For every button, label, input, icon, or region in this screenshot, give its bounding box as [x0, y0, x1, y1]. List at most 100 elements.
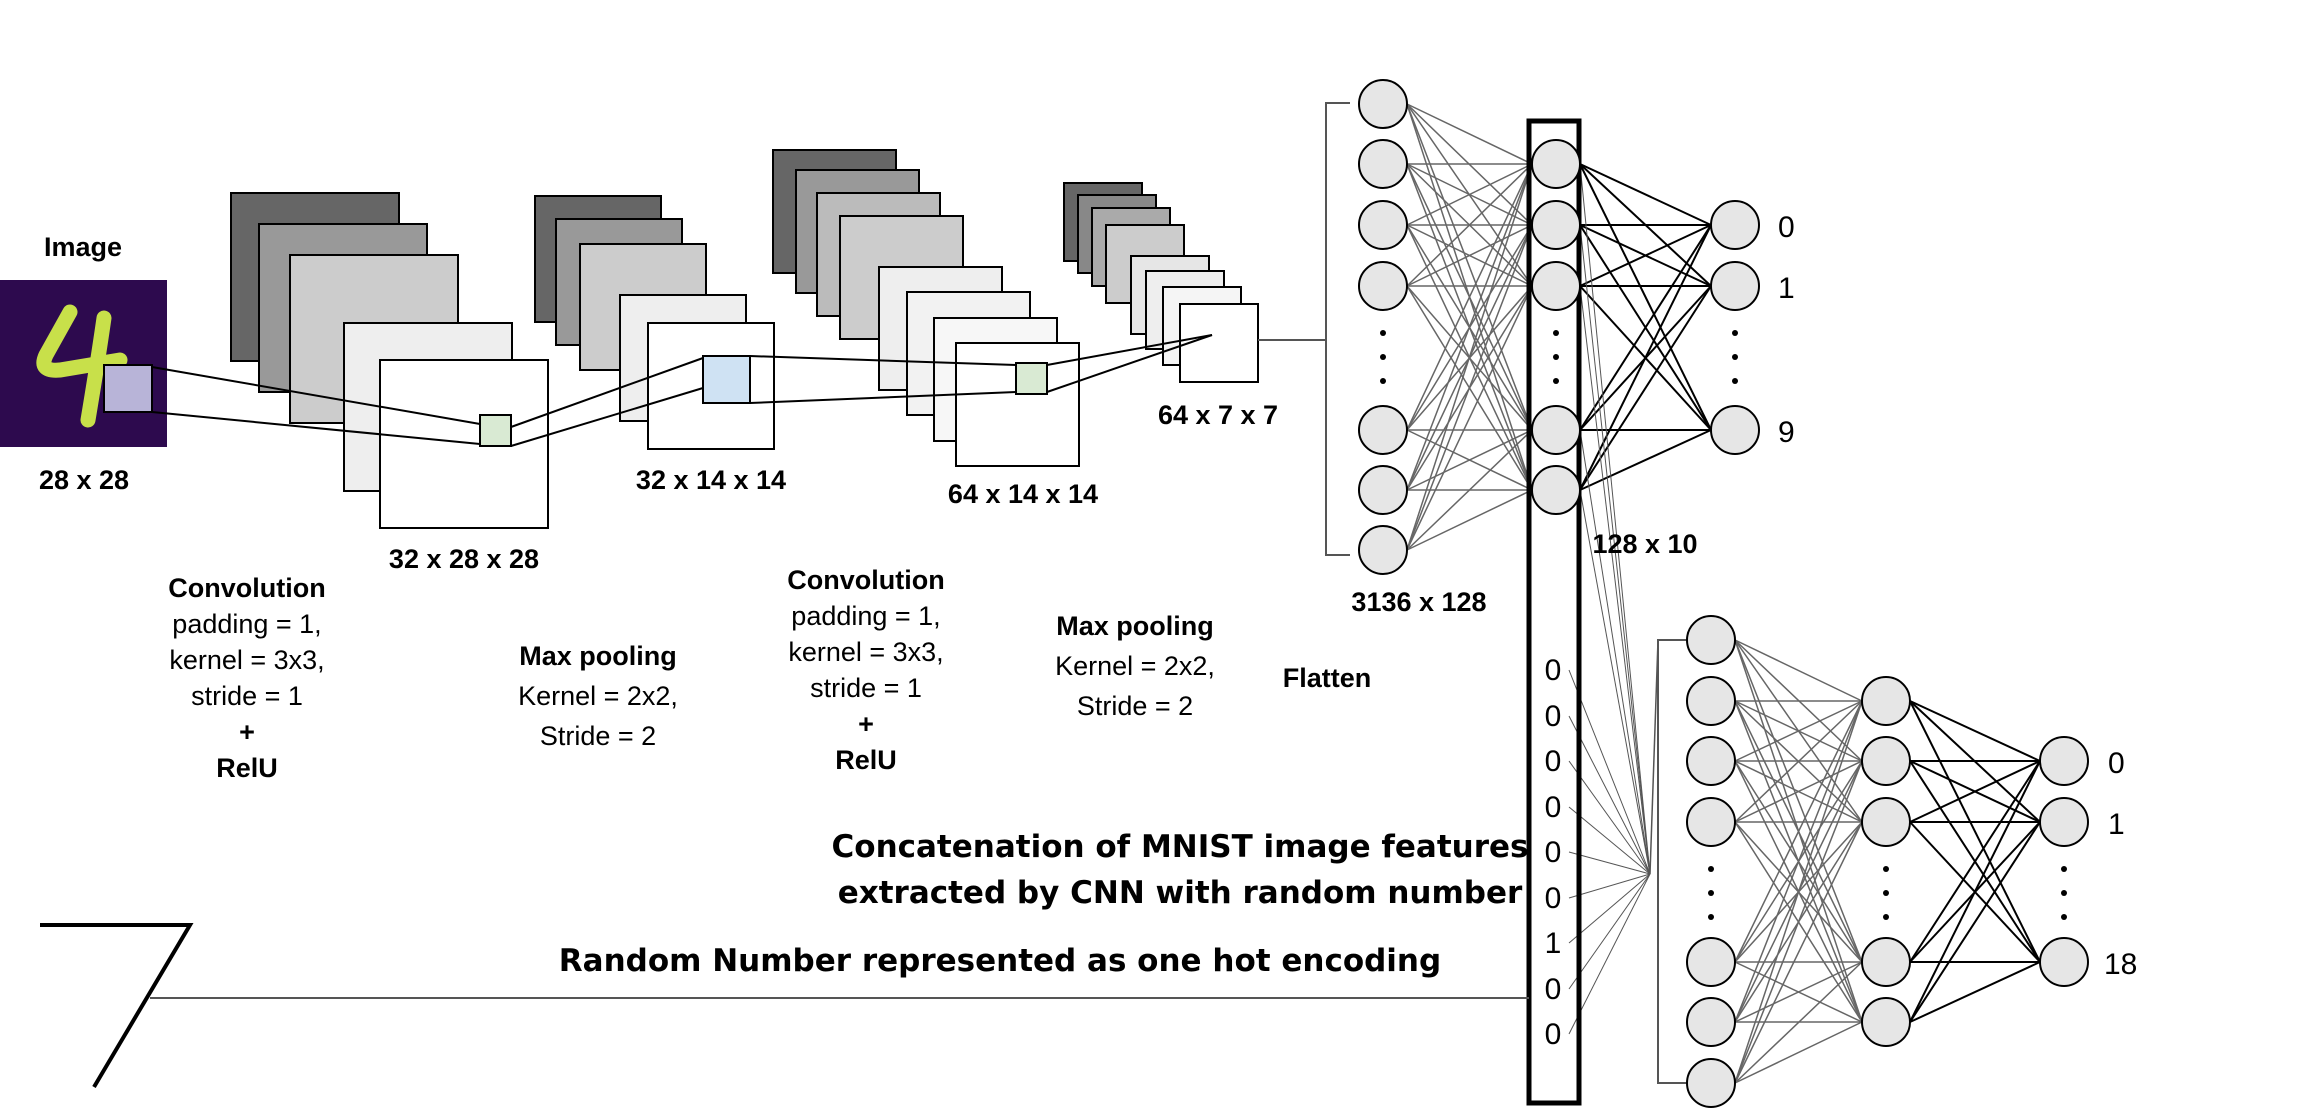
op-conv2-label: Convolution padding = 1, kernel = 3x3, s… — [787, 565, 944, 775]
connection-edge — [1734, 760, 1863, 823]
connection-edge — [1568, 851, 1651, 875]
one-hot-digit: 0 — [1545, 973, 1562, 1006]
connection-edge — [1734, 700, 1863, 963]
connection-edge — [1406, 163, 1533, 287]
output-top-node — [1710, 405, 1760, 455]
hidden-node — [1531, 405, 1581, 455]
op-conv2-line: padding = 1, — [791, 601, 940, 631]
connection-edge — [1568, 806, 1651, 875]
input-digit-glyph — [36, 304, 128, 428]
one-hot-digit: 0 — [1545, 700, 1562, 733]
one-hot-digit: 0 — [1545, 1018, 1562, 1051]
connection-edge — [1568, 715, 1651, 875]
bottom-input-node — [1686, 797, 1736, 847]
output-top-label: 0 — [1778, 211, 1795, 244]
ellipsis-dots — [1380, 330, 2067, 920]
output-top-label: 9 — [1778, 416, 1795, 449]
connection-edge — [1734, 821, 1863, 1084]
one-hot-digit: 1 — [1545, 927, 1562, 960]
connection-edge — [1579, 429, 1712, 491]
connection-edge — [1734, 639, 1863, 702]
random-number-caption: Random Number represented as one hot enc… — [559, 943, 1441, 979]
image-size-label: 28 x 28 — [39, 465, 129, 495]
flatten-node — [1358, 465, 1408, 515]
op-pool2-line: Stride = 2 — [1077, 691, 1193, 721]
connection-edge — [1579, 224, 1712, 287]
flatten-node — [1358, 79, 1408, 129]
connection-edge — [1406, 489, 1533, 551]
connection-edge — [1579, 285, 1651, 875]
op-conv2-line: RelU — [835, 745, 897, 775]
bottom-hidden-node — [1861, 797, 1911, 847]
op-conv1-line: RelU — [216, 753, 278, 783]
conv2-feature-stack — [772, 149, 1080, 467]
connection-edge — [1406, 163, 1533, 431]
op-conv1-line: kernel = 3x3, — [169, 645, 324, 675]
receptive-field-lines — [151, 334, 1213, 447]
connection-edge — [1734, 760, 1863, 1084]
output-bottom-label: 0 — [2108, 747, 2125, 780]
connection-edge — [1406, 103, 1533, 431]
connection-edge — [1909, 821, 2041, 1023]
op-pool2-label: Max pooling Kernel = 2x2, Stride = 2 — [1055, 611, 1215, 721]
op-pool2-line: Kernel = 2x2, — [1055, 651, 1215, 681]
bottom-hidden-node — [1861, 736, 1911, 786]
op-conv2-line: stride = 1 — [810, 673, 922, 703]
image-title: Image — [44, 232, 122, 262]
output-bottom-node — [2039, 797, 2089, 847]
connection-edge — [1579, 163, 1712, 226]
connection-edge — [1649, 639, 1659, 875]
fc2-size-label: 128 x 10 — [1592, 529, 1697, 559]
connection-edge — [1568, 873, 1651, 944]
network-connections — [1406, 103, 2041, 1084]
conv2-size-label: 64 x 14 x 14 — [948, 479, 1098, 509]
hidden-node — [1531, 200, 1581, 250]
op-pool1-line: Kernel = 2x2, — [518, 681, 678, 711]
output-bottom-node — [2039, 736, 2089, 786]
connection-edge — [1909, 760, 2041, 1023]
bottom-input-node — [1686, 736, 1736, 786]
conv1-size-label: 32 x 28 x 28 — [389, 544, 539, 574]
flatten-bracket — [1258, 102, 1350, 556]
connection-edge — [1579, 285, 1712, 491]
bottom-hidden-node — [1861, 997, 1911, 1047]
conv1-feature-stack — [230, 192, 549, 529]
connection-edge — [1734, 700, 1863, 823]
bottom-input-node — [1686, 1058, 1736, 1108]
connection-edge — [1406, 163, 1533, 551]
one-hot-digit: 0 — [1545, 836, 1562, 869]
connection-edge — [1579, 224, 1651, 875]
flatten-node — [1358, 525, 1408, 575]
pool1-feature-stack — [534, 195, 775, 450]
concat-caption-line2: extracted by CNN with random number — [838, 875, 1523, 911]
output-bottom-node — [2039, 937, 2089, 987]
connection-edge — [1406, 285, 1533, 551]
connection-edge — [1909, 700, 2041, 963]
connection-edge — [1909, 961, 2041, 1023]
op-conv2-title: Convolution — [787, 565, 944, 595]
op-flatten-label: Flatten — [1283, 663, 1372, 693]
connection-edge — [1734, 700, 1863, 1084]
random-digit-glyph — [40, 923, 194, 1089]
fc1-size-label: 3136 x 128 — [1351, 587, 1486, 617]
output-top-label: 1 — [1778, 272, 1795, 305]
connection-edge — [1734, 700, 1863, 762]
bottom-input-node — [1686, 937, 1736, 987]
output-top-node — [1710, 261, 1760, 311]
flatten-node — [1358, 139, 1408, 189]
connection-edge — [1734, 961, 1863, 1084]
flatten-node — [1358, 261, 1408, 311]
op-conv1-line: stride = 1 — [191, 681, 303, 711]
bottom-hidden-node — [1861, 676, 1911, 726]
connection-edge — [1568, 760, 1651, 875]
one-hot-digit: 0 — [1545, 654, 1562, 687]
bottom-input-node — [1686, 997, 1736, 1047]
connection-edge — [1579, 163, 1651, 875]
connection-edge — [1406, 429, 1533, 551]
connection-edge — [1734, 700, 1863, 1023]
connection-edge — [1909, 700, 2041, 762]
one-hot-digit: 0 — [1545, 745, 1562, 778]
connection-edge — [1579, 163, 1712, 431]
one-hot-digit: 0 — [1545, 882, 1562, 915]
connection-edge — [1406, 163, 1533, 226]
